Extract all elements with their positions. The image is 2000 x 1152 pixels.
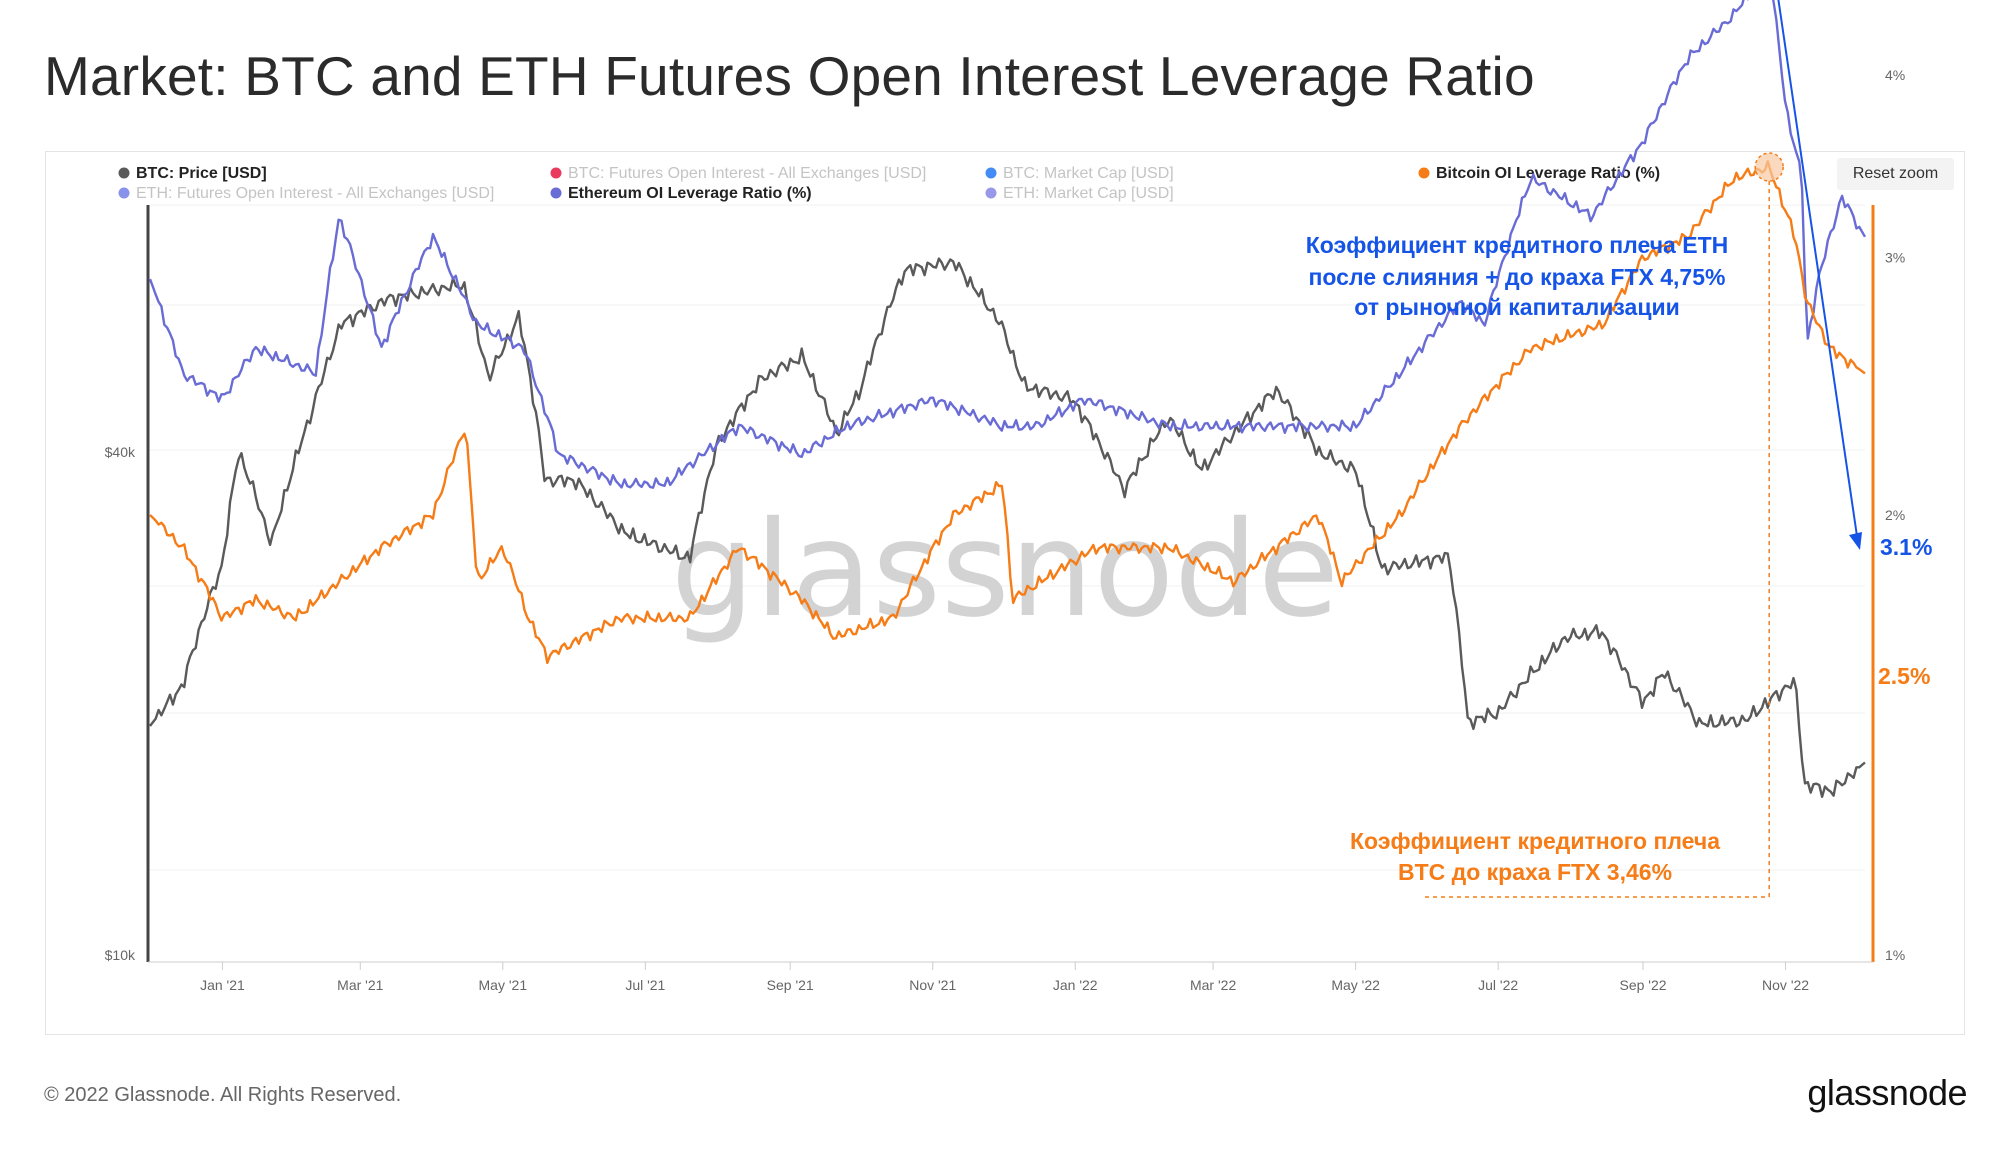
x-tick-label: Mar '22 — [1190, 977, 1236, 993]
left-tick-label: $10k — [105, 947, 136, 963]
right-tick-label: 1% — [1885, 947, 1905, 963]
legend: BTC: Price [USD] BTC: Futures Open Intere… — [118, 165, 1660, 202]
x-tick-label: Jan '22 — [1053, 977, 1098, 993]
x-tick-label: Jan '21 — [200, 977, 245, 993]
legend-marker — [118, 167, 130, 179]
axes: $10k $40k 1% 2% 3% 4% Jan '21 Mar '21 May '21 Jul… — [105, 67, 1906, 993]
x-tick-label: May '22 — [1331, 977, 1380, 993]
series-line-btc-price — [149, 257, 1866, 798]
grid — [150, 204, 1865, 871]
legend-marker — [985, 167, 997, 179]
legend-label: ETH: Futures Open Interest - All Exchang… — [136, 185, 494, 202]
legend-label: BTC: Price [USD] — [136, 165, 267, 182]
x-tick-label: Sep '21 — [767, 977, 814, 993]
annotations: Коэффициент кредитного плеча ETH после сл… — [1306, 0, 1932, 898]
legend-marker — [118, 187, 130, 199]
btc-peak-marker — [1754, 152, 1784, 182]
x-tick-label: May '21 — [479, 977, 528, 993]
right-tick-label: 2% — [1885, 507, 1905, 523]
x-tick-label: Sep '22 — [1620, 977, 1667, 993]
reset-zoom-button[interactable]: Reset zoom — [1837, 158, 1954, 190]
chart-frame — [45, 151, 1965, 1035]
footer-copyright: © 2022 Glassnode. All Rights Reserved. — [44, 1084, 402, 1106]
right-tick-label: 3% — [1885, 250, 1905, 266]
btc-annotation-line: Коэффициент кредитного плеча — [1350, 828, 1720, 854]
series-line-btc-ratio — [149, 160, 1866, 665]
legend-label: ETH: Market Cap [USD] — [1003, 185, 1174, 202]
eth-annotation-line: после слияния + до краха FTX 4,75% — [1309, 264, 1726, 290]
legend-label: Bitcoin OI Leverage Ratio (%) — [1436, 165, 1660, 182]
x-tick-label: Jul '21 — [625, 977, 665, 993]
right-tick-label: 4% — [1885, 67, 1905, 83]
legend-marker — [1418, 167, 1430, 179]
legend-marker — [550, 187, 562, 199]
legend-marker — [985, 187, 997, 199]
page-title: Market: BTC and ETH Futures Open Interes… — [44, 45, 1535, 107]
eth-arrow-head — [1849, 532, 1862, 550]
series-line-eth-ratio — [148, 0, 1867, 489]
footer-logo: glassnode — [1807, 1072, 1967, 1113]
x-tick-label: Jul '22 — [1478, 977, 1518, 993]
btc-annotation-line: BTC до краха FTX 3,46% — [1398, 859, 1672, 885]
eth-annotation-line: Коэффициент кредитного плеча ETH — [1306, 232, 1728, 258]
left-tick-label: $40k — [105, 444, 136, 460]
eth-arrow-line — [1777, 0, 1859, 544]
btc-last-value: 2.5% — [1878, 663, 1930, 689]
x-tick-label: Mar '21 — [337, 977, 383, 993]
eth-annotation-line: от рыночной капитализации — [1354, 294, 1680, 320]
eth-last-value: 3.1% — [1880, 534, 1932, 560]
legend-label: BTC: Futures Open Interest - All Exchang… — [568, 165, 926, 182]
x-tick-label: Nov '22 — [1762, 977, 1809, 993]
legend-marker — [550, 167, 562, 179]
legend-label: Ethereum OI Leverage Ratio (%) — [568, 185, 812, 202]
legend-label: BTC: Market Cap [USD] — [1003, 165, 1174, 182]
x-tick-label: Nov '21 — [909, 977, 956, 993]
series-group — [148, 0, 1867, 798]
